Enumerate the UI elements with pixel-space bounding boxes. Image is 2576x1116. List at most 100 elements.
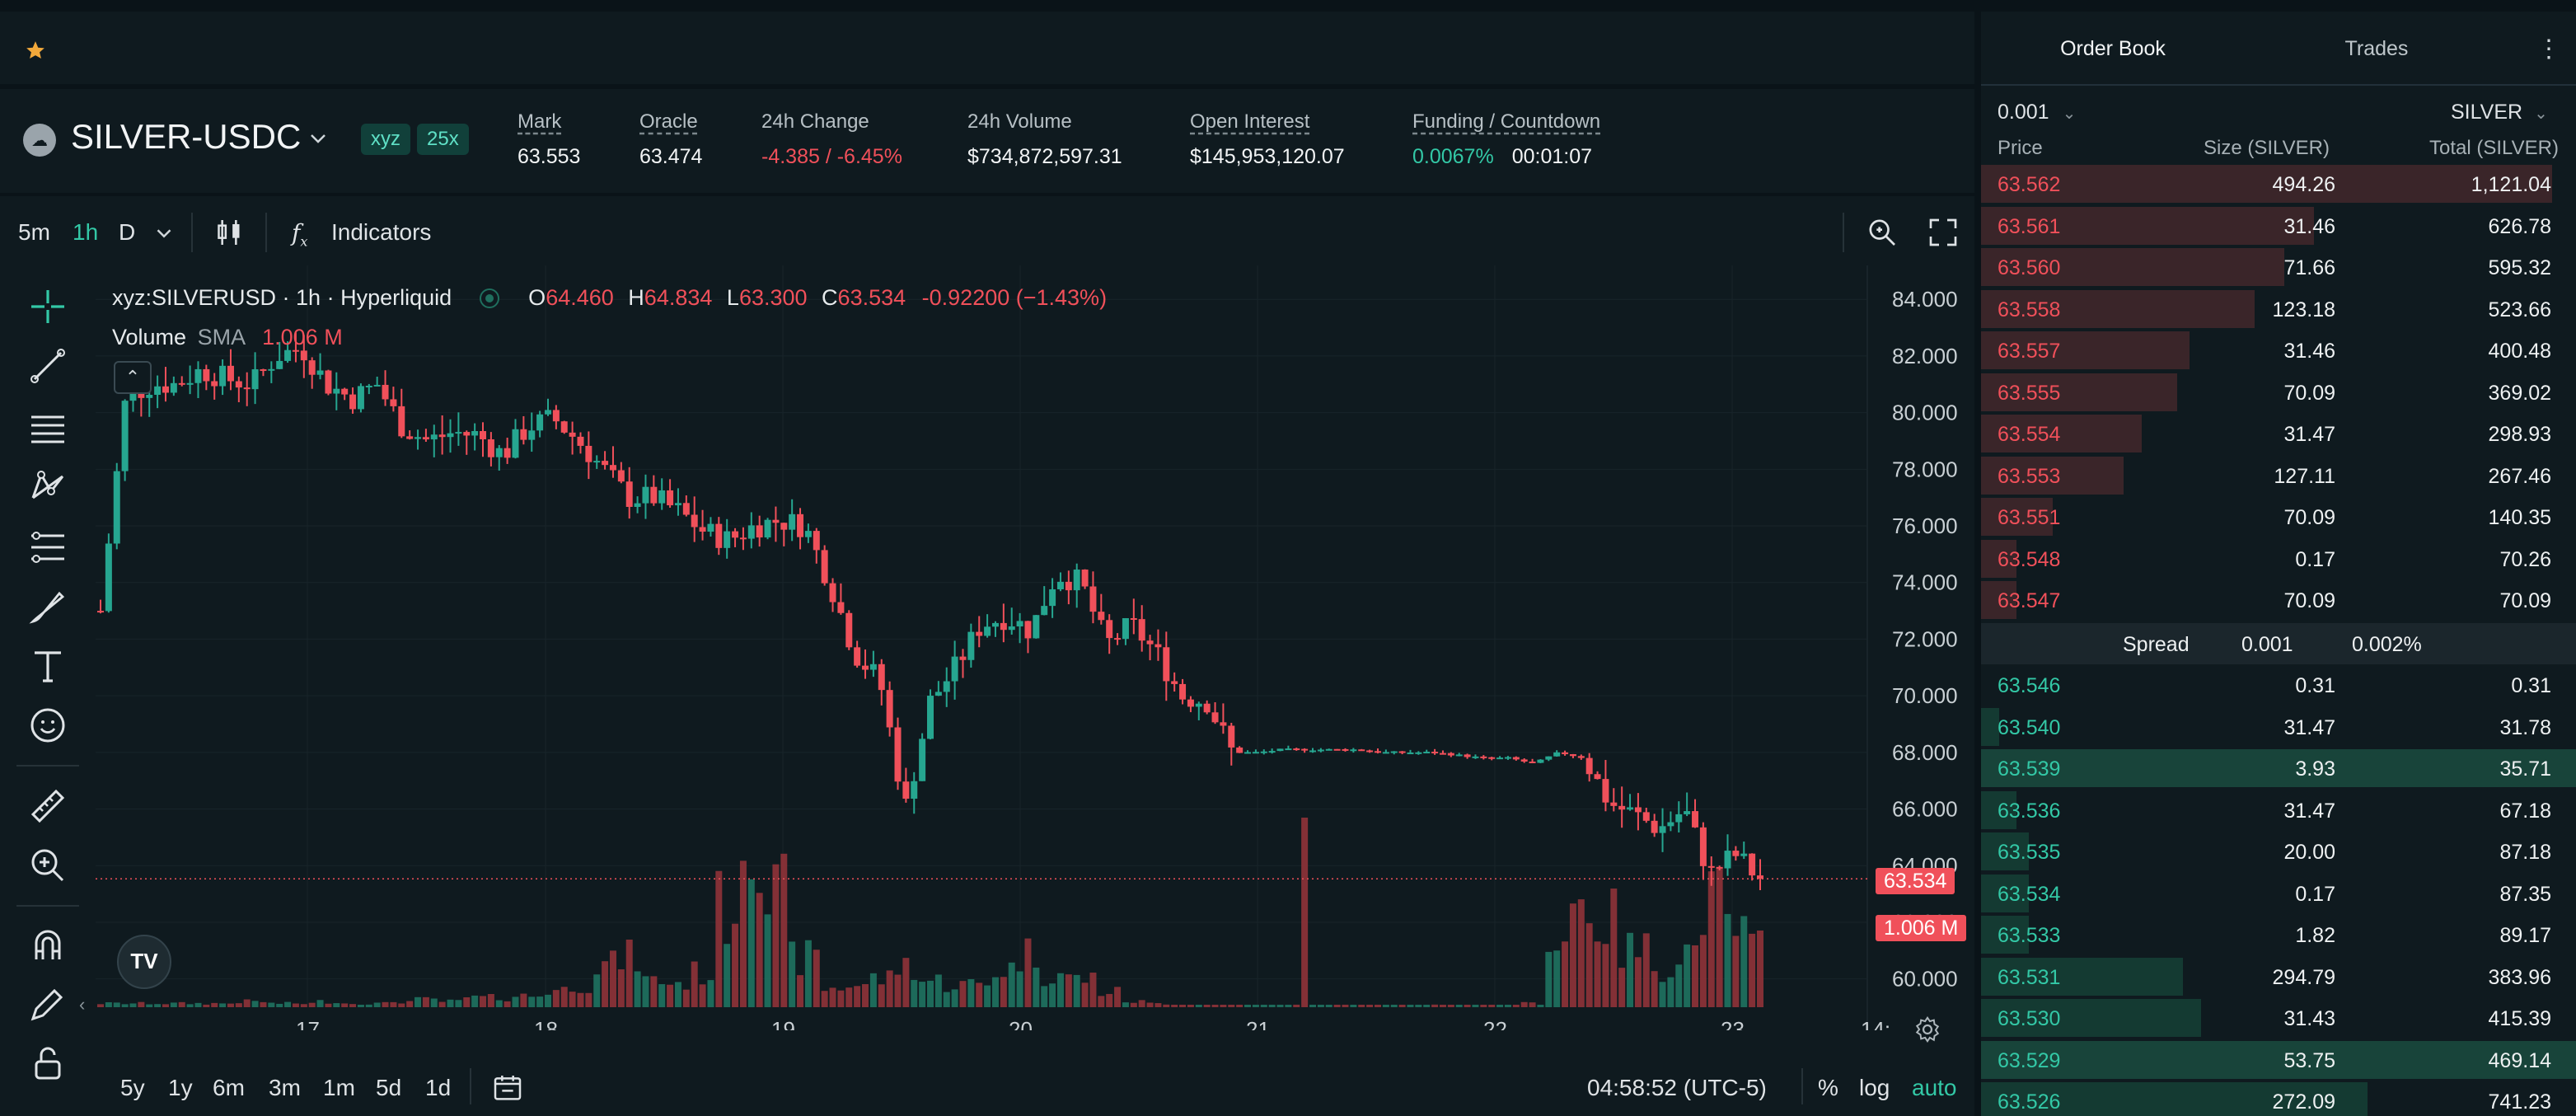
interval-1h[interactable]: 1h [73, 219, 99, 245]
function-icon[interactable]: fx [292, 219, 308, 250]
volume-bar [129, 1003, 137, 1007]
fullscreen-icon[interactable] [1927, 216, 1960, 249]
collapse-legend-button[interactable]: ⌃ [114, 361, 152, 394]
indicators-button[interactable]: Indicators [331, 219, 432, 245]
price-chart[interactable]: 84.000 82.000 80.000 78.000 76.000 74.000 72.0… [96, 265, 1966, 1030]
pattern-icon[interactable] [28, 467, 68, 506]
candle-body [447, 433, 454, 438]
crosshair-icon[interactable] [28, 287, 68, 326]
bid-row[interactable]: 63.535 20.00 87.18 [1981, 831, 2576, 872]
volume-bar [284, 1001, 292, 1007]
trend-line-icon[interactable] [28, 346, 68, 386]
volume-bar [976, 982, 983, 1007]
ask-row[interactable]: 63.553 127.11 267.46 [1981, 455, 2576, 496]
ask-row[interactable]: 63.555 70.09 369.02 [1981, 372, 2576, 413]
candle-body [1276, 748, 1284, 752]
candle-body [113, 471, 120, 544]
chevron-down-icon[interactable] [307, 129, 330, 148]
candle-body [1732, 851, 1740, 856]
volume-bar [1268, 1005, 1276, 1007]
bid-row[interactable]: 63.534 0.17 87.35 [1981, 873, 2576, 914]
bid-row[interactable]: 63.540 31.47 31.78 [1981, 706, 2576, 748]
candle-body [1098, 612, 1105, 621]
magnet-icon[interactable] [28, 925, 68, 964]
range-6m[interactable]: 6m [213, 1075, 245, 1100]
collapse-toolbar-arrow[interactable]: ‹ [79, 994, 86, 1015]
bid-row[interactable]: 63.526 272.09 741.23 [1981, 1081, 2576, 1116]
volume-bar [650, 976, 658, 1007]
bid-row[interactable]: 63.546 0.31 0.31 [1981, 664, 2576, 706]
unit-select[interactable]: SILVER ⌄ [2451, 101, 2548, 124]
range-5y[interactable]: 5y [120, 1075, 145, 1100]
bid-row[interactable]: 63.530 31.43 415.39 [1981, 997, 2576, 1039]
lock-icon[interactable] [28, 1043, 68, 1083]
settings-gear-icon[interactable] [1913, 1015, 1941, 1043]
volume-bar [316, 1000, 324, 1007]
ask-row[interactable]: 63.561 31.46 626.78 [1981, 205, 2576, 246]
candle-body [837, 602, 845, 613]
star-icon[interactable] [25, 40, 46, 61]
tab-order-book[interactable]: Order Book [1981, 12, 2245, 86]
zoom-in-icon[interactable] [28, 846, 68, 885]
range-5d[interactable]: 5d [376, 1075, 402, 1100]
volume-bar [1667, 977, 1674, 1007]
percent-scale-toggle[interactable]: % [1818, 1075, 1838, 1100]
chevron-down-icon[interactable] [152, 221, 176, 246]
candle-body [1155, 644, 1162, 648]
volume-bar [919, 982, 926, 1007]
silver-coin-icon: ☁ [23, 124, 56, 157]
volume-bar [1016, 971, 1023, 1007]
range-1m[interactable]: 1m [323, 1075, 355, 1100]
bid-row[interactable]: 63.529 53.75 469.14 [1981, 1039, 2576, 1081]
bid-row[interactable]: 63.533 1.82 89.17 [1981, 914, 2576, 955]
pair-name[interactable]: SILVER-USDC [71, 117, 302, 156]
interval-d[interactable]: D [119, 219, 136, 245]
candle-body [1122, 618, 1129, 640]
volume-bar [1757, 930, 1763, 1007]
fib-levels-icon[interactable] [28, 528, 68, 567]
volume-bar [325, 1003, 332, 1007]
ask-row[interactable]: 63.551 70.09 140.35 [1981, 496, 2576, 537]
text-tool-icon[interactable] [28, 646, 68, 686]
tab-trades[interactable]: Trades [2344, 37, 2409, 60]
ask-row[interactable]: 63.547 70.09 70.09 [1981, 579, 2576, 621]
candle-body [878, 664, 885, 691]
volume-bar [1138, 1000, 1145, 1007]
ask-row[interactable]: 63.557 31.46 400.48 [1981, 330, 2576, 371]
ask-row[interactable]: 63.560 71.66 595.32 [1981, 246, 2576, 288]
candle-body [1073, 570, 1080, 591]
brush-icon[interactable] [28, 587, 68, 626]
candle-body [869, 664, 877, 670]
volume-bar [1520, 1001, 1528, 1007]
volume-bar [797, 975, 804, 1007]
ask-row[interactable]: 63.558 123.18 523.66 [1981, 288, 2576, 330]
ask-size: 127.11 [2274, 464, 2335, 488]
range-3m[interactable]: 3m [269, 1075, 301, 1100]
range-1y[interactable]: 1y [168, 1075, 193, 1100]
emoji-icon[interactable] [28, 706, 68, 745]
ruler-icon[interactable] [28, 786, 68, 826]
bid-row[interactable]: 63.539 3.93 35.71 [1981, 748, 2576, 789]
more-options-icon[interactable]: ⋮ [2536, 35, 2561, 63]
volume-bar [349, 1004, 357, 1007]
log-scale-toggle[interactable]: log [1859, 1075, 1890, 1100]
range-1d[interactable]: 1d [425, 1075, 452, 1100]
pencil-lock-icon[interactable] [28, 984, 68, 1024]
bid-row[interactable]: 63.536 31.47 67.18 [1981, 790, 2576, 831]
ask-row[interactable]: 63.548 0.17 70.26 [1981, 538, 2576, 579]
candle-body [1757, 875, 1763, 879]
horizontal-lines-icon[interactable] [28, 407, 68, 447]
tick-size-select[interactable]: 0.001 ⌄ [1998, 101, 2077, 124]
tradingview-logo[interactable]: TV [117, 935, 171, 989]
zoom-search-icon[interactable] [1866, 216, 1899, 249]
volume-bar [268, 1002, 275, 1007]
ask-row[interactable]: 63.554 31.47 298.93 [1981, 413, 2576, 454]
auto-scale-toggle[interactable]: auto [1912, 1075, 1957, 1100]
candlestick-type-icon[interactable] [213, 216, 246, 249]
candle-body [227, 365, 234, 382]
ask-row[interactable]: 63.562 494.26 1,121.04 [1981, 163, 2576, 204]
date-range-icon[interactable] [491, 1071, 524, 1104]
bid-row[interactable]: 63.531 294.79 383.96 [1981, 956, 2576, 997]
candle-body [1415, 752, 1422, 754]
interval-5m[interactable]: 5m [18, 219, 50, 245]
